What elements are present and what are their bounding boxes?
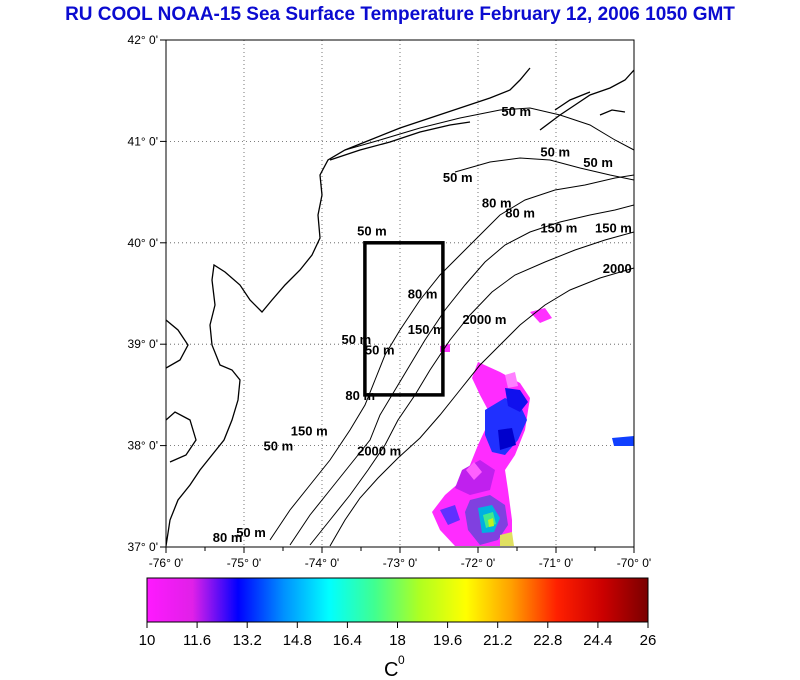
colorbar-unit-label: C — [384, 659, 398, 680]
contour-label: 2000 m — [357, 444, 401, 459]
contour-label: 80 m — [505, 205, 535, 220]
bathymetry-contours — [269, 107, 634, 547]
colorbar-tick-label: 11.6 — [183, 632, 211, 649]
contour-label: 80 m — [482, 195, 512, 210]
lon-tick-label: -72° 0' — [461, 556, 495, 570]
contour-label: 80 m — [345, 388, 375, 403]
lon-tick-label: -70° 0' — [617, 556, 651, 570]
lon-tick-label: -74° 0' — [305, 556, 339, 570]
contour-label: 50 m — [443, 170, 473, 185]
axis-ticks: 42° 0' 41° 0' 40° 0' 39° 0' 38° 0' 37° 0' -76°… — [128, 33, 652, 570]
contour-label: 150 m — [540, 221, 577, 236]
contour-label: 50 m — [342, 332, 372, 347]
lon-tick-label: -73° 0' — [383, 556, 417, 570]
colorbar-tick-label: 10 — [139, 632, 156, 649]
lon-tick-label: -71° 0' — [539, 556, 573, 570]
coastline — [166, 67, 634, 547]
colorbar-tick-label: 26 — [640, 632, 657, 649]
contour-label: 50 m — [540, 145, 570, 160]
colorbar-ticks: 10 11.6 13.2 14.8 16.4 18 19.6 21.2 22.8 24.4 26 — [139, 622, 657, 649]
contour-label: 2000 r — [603, 261, 641, 276]
colorbar-tick-label: 19.6 — [433, 632, 462, 649]
colorbar-tick-label: 22.8 — [533, 632, 562, 649]
colorbar-tick-label: 21.2 — [483, 632, 512, 649]
colorbar-tick-label: 16.4 — [333, 632, 362, 649]
lon-tick-label: -76° 0' — [149, 556, 183, 570]
colorbar-tick-label: 13.2 — [233, 632, 262, 649]
contour-label: 50 m — [264, 439, 294, 454]
lat-tick-label: 41° 0' — [128, 134, 158, 148]
sst-satellite-data — [432, 308, 634, 546]
contour-label: 50 m — [236, 525, 266, 540]
colorbar-unit-superscript: 0 — [398, 653, 405, 667]
lat-tick-label: 40° 0' — [128, 236, 158, 250]
contour-label: 80 m — [408, 287, 438, 302]
contour-label: 80 m — [213, 530, 243, 545]
contour-label: 50 m — [357, 224, 387, 239]
contour-label: 150 m — [595, 221, 632, 236]
colorbar-tick-label: 24.4 — [583, 632, 612, 649]
lat-tick-label: 42° 0' — [128, 33, 158, 47]
lat-tick-label: 37° 0' — [128, 540, 158, 554]
contour-label: 150 m — [408, 322, 445, 337]
contour-label: 50 m — [501, 104, 531, 119]
lat-lon-grid — [166, 40, 634, 547]
lat-tick-label: 39° 0' — [128, 337, 158, 351]
colorbar-tick-label: 18 — [389, 632, 406, 649]
colorbar-tick-label: 14.8 — [283, 632, 312, 649]
contour-label: 50 m — [365, 342, 395, 357]
lat-tick-label: 38° 0' — [128, 439, 158, 453]
study-area-box — [363, 241, 445, 397]
lon-tick-label: -75° 0' — [227, 556, 261, 570]
contour-label: 2000 m — [462, 312, 506, 327]
contour-label: 150 m — [291, 423, 328, 438]
colorbar-gradient — [146, 577, 649, 623]
colorbar: 10 11.6 13.2 14.8 16.4 18 19.6 21.2 22.8 24.4 26 C… — [139, 577, 657, 680]
contour-label: 50 m — [583, 155, 613, 170]
map-title: RU COOL NOAA-15 Sea Surface Temperature … — [65, 4, 735, 25]
